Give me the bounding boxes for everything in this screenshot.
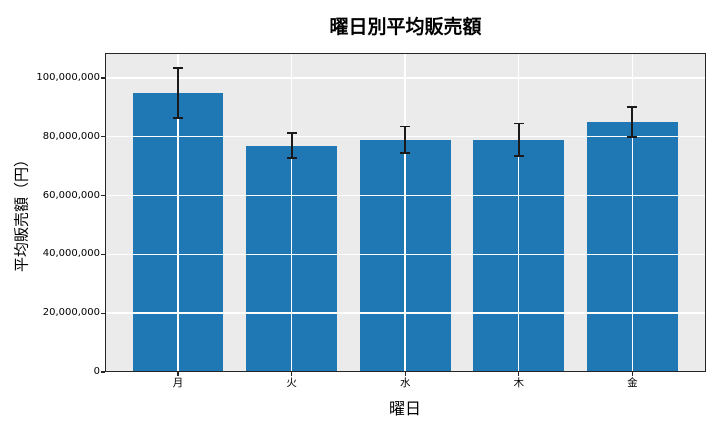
x-tick-mark — [631, 372, 633, 376]
error-bar-cap — [400, 152, 411, 154]
x-tick-label: 月 — [172, 377, 184, 389]
y-tick-label: 60,000,000 — [42, 189, 100, 201]
gridline-vertical — [177, 53, 179, 372]
x-tick-label: 木 — [513, 377, 525, 389]
error-bar — [631, 106, 634, 138]
error-bar-cap — [627, 136, 638, 139]
x-tick-mark — [518, 372, 520, 376]
error-bar — [517, 123, 520, 156]
x-tick-mark — [177, 372, 179, 376]
x-tick-label: 金 — [627, 377, 638, 389]
error-bar-cap — [173, 66, 184, 69]
y-tick-label: 80,000,000 — [42, 130, 100, 142]
error-bar — [177, 67, 179, 118]
x-tick-label: 火 — [286, 377, 297, 389]
error-bar-cap — [513, 155, 524, 157]
y-tick-mark — [101, 194, 105, 197]
error-bar-cap — [400, 125, 411, 128]
y-tick-mark — [101, 136, 105, 138]
y-tick-mark — [101, 371, 105, 373]
y-tick-mark — [101, 253, 105, 255]
gridline-vertical — [290, 53, 293, 372]
error-bar-cap — [286, 132, 297, 135]
y-tick-label: 100,000,000 — [36, 71, 100, 83]
x-tick-mark — [291, 372, 293, 376]
error-bar-cap — [627, 105, 638, 108]
x-axis-label: 曜日 — [388, 399, 422, 418]
x-tick-mark — [404, 372, 406, 376]
chart-title: 曜日別平均販売額 — [329, 16, 482, 38]
gridline-vertical — [404, 53, 406, 372]
y-axis-label: 平均販売額（円） — [12, 151, 31, 273]
y-tick-label: 0 — [93, 366, 100, 377]
y-tick-mark — [101, 77, 105, 79]
error-bar — [404, 126, 407, 153]
plot-area — [105, 53, 706, 372]
error-bar — [290, 133, 293, 158]
x-tick-label: 水 — [399, 377, 411, 389]
y-tick-label: 40,000,000 — [42, 248, 100, 260]
error-bar-cap — [286, 157, 297, 159]
y-tick-label: 20,000,000 — [42, 307, 100, 319]
y-tick-mark — [101, 312, 105, 314]
gridline-vertical — [631, 53, 634, 372]
gridline-vertical — [518, 53, 520, 372]
error-bar-cap — [513, 122, 524, 125]
error-bar-cap — [173, 116, 184, 119]
